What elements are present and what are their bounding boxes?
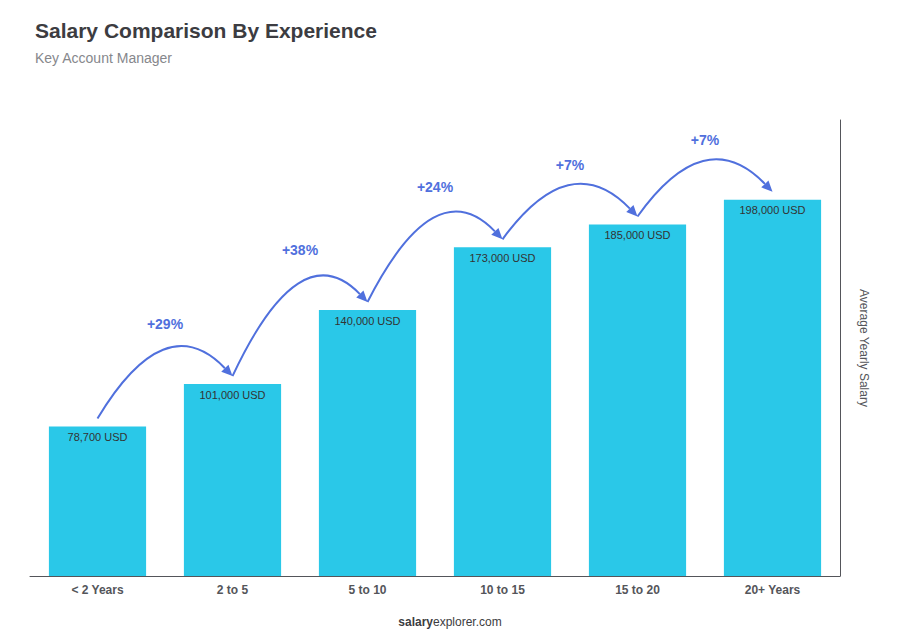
svg-text:+24%: +24%: [417, 179, 454, 195]
svg-text:20+ Years: 20+ Years: [745, 583, 801, 597]
svg-text:Average Yearly Salary: Average Yearly Salary: [857, 289, 871, 407]
svg-text:10 to 15: 10 to 15: [480, 583, 525, 597]
svg-text:140,000 USD: 140,000 USD: [334, 315, 400, 327]
svg-text:+38%: +38%: [282, 242, 319, 258]
svg-text:Key Account Manager: Key Account Manager: [35, 50, 172, 66]
svg-text:101,000 USD: 101,000 USD: [199, 389, 265, 401]
svg-text:salary: salary: [398, 615, 433, 629]
svg-text:5 to 10: 5 to 10: [348, 583, 386, 597]
svg-text:+7%: +7%: [556, 157, 585, 173]
svg-text:185,000 USD: 185,000 USD: [604, 229, 670, 241]
svg-text:2 to 5: 2 to 5: [217, 583, 249, 597]
svg-text:198,000 USD: 198,000 USD: [739, 204, 805, 216]
svg-text:explorer.com: explorer.com: [433, 615, 502, 629]
svg-text:Salary Comparison By Experienc: Salary Comparison By Experience: [35, 19, 377, 42]
svg-text:173,000 USD: 173,000 USD: [469, 252, 535, 264]
svg-text:15 to 20: 15 to 20: [615, 583, 660, 597]
svg-text:78,700 USD: 78,700 USD: [68, 431, 128, 443]
svg-text:< 2 Years: < 2 Years: [71, 583, 123, 597]
svg-text:+29%: +29%: [147, 316, 184, 332]
svg-text:+7%: +7%: [691, 132, 720, 148]
